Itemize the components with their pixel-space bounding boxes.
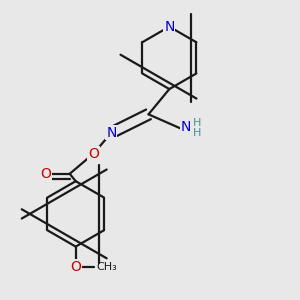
Text: N: N bbox=[106, 126, 116, 140]
Text: O: O bbox=[40, 167, 51, 181]
Text: N: N bbox=[164, 20, 175, 34]
Text: H: H bbox=[193, 118, 201, 128]
Text: O: O bbox=[88, 147, 99, 160]
Text: H: H bbox=[193, 128, 201, 138]
Text: O: O bbox=[70, 260, 81, 274]
Text: CH₃: CH₃ bbox=[97, 262, 117, 272]
Text: N: N bbox=[181, 120, 191, 134]
